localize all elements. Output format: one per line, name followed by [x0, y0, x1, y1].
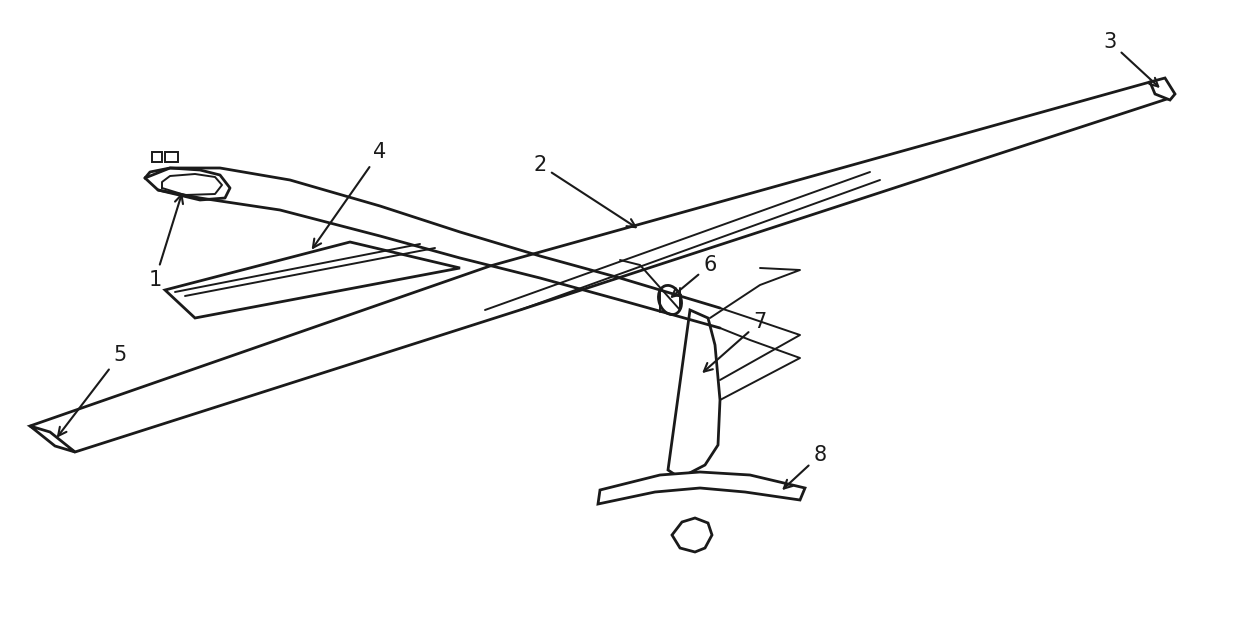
Polygon shape [668, 310, 720, 478]
Polygon shape [30, 426, 74, 452]
Text: 7: 7 [704, 312, 766, 372]
Text: 5: 5 [58, 345, 126, 436]
Text: 8: 8 [784, 445, 827, 488]
Polygon shape [672, 518, 712, 552]
Text: 4: 4 [312, 142, 387, 248]
Text: 6: 6 [672, 255, 717, 297]
Text: 1: 1 [149, 195, 184, 290]
Text: 3: 3 [1104, 32, 1158, 86]
Polygon shape [598, 472, 805, 504]
Polygon shape [1149, 78, 1176, 100]
Text: 2: 2 [533, 155, 636, 227]
Polygon shape [30, 82, 1171, 452]
Polygon shape [165, 242, 460, 318]
